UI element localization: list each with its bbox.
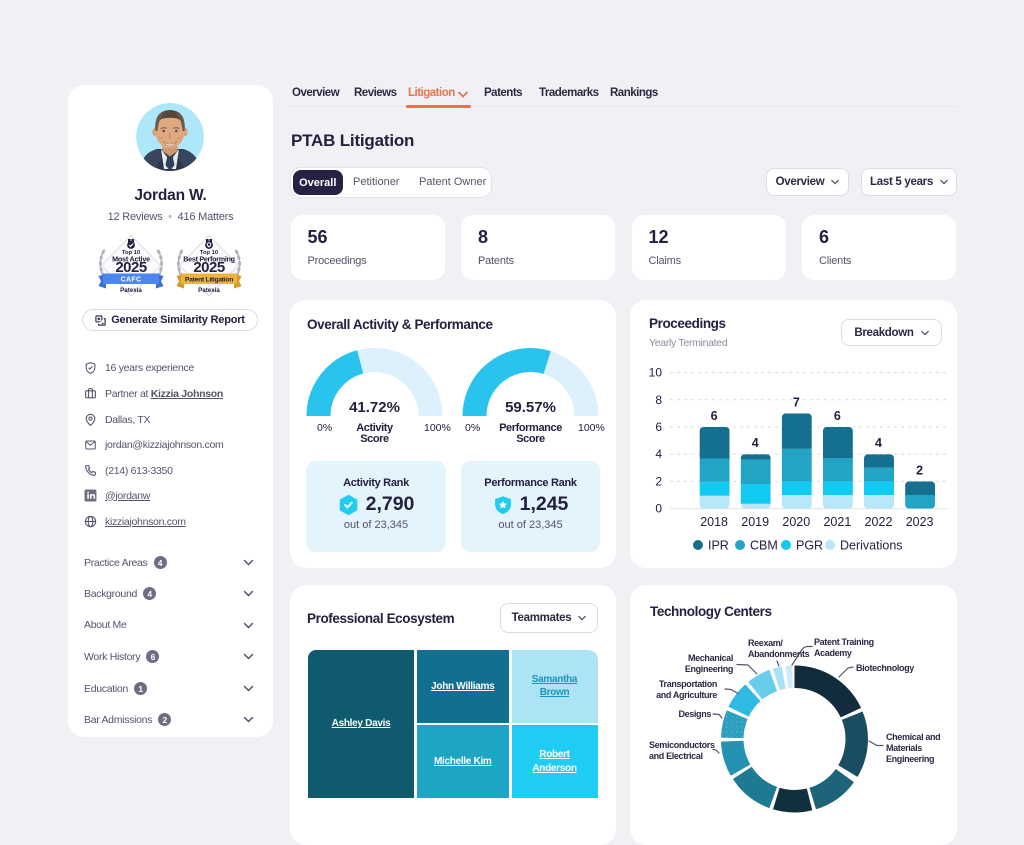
svg-text:Most Active: Most Active: [112, 254, 150, 263]
svg-text:Top 10: Top 10: [122, 250, 140, 256]
svg-text:2019: 2019: [741, 515, 769, 529]
svg-text:Derivations: Derivations: [840, 539, 903, 553]
svg-text:2020: 2020: [782, 515, 810, 529]
svg-text:2021: 2021: [823, 515, 851, 529]
svg-text:6: 6: [711, 409, 718, 423]
svg-text:2025: 2025: [193, 259, 225, 276]
svg-text:Top 10: Top 10: [200, 250, 218, 256]
svg-text:2: 2: [655, 474, 662, 488]
svg-text:Patexia: Patexia: [120, 287, 142, 294]
svg-text:Patexia: Patexia: [198, 287, 220, 294]
svg-text:6: 6: [834, 409, 841, 423]
svg-text:4: 4: [655, 447, 662, 461]
svg-text:2022: 2022: [865, 515, 893, 529]
svg-text:PGR: PGR: [796, 539, 823, 553]
svg-text:4: 4: [752, 436, 759, 450]
svg-text:2025: 2025: [115, 259, 147, 276]
svg-text:2018: 2018: [700, 515, 728, 529]
svg-text:CAFC: CAFC: [121, 276, 142, 283]
svg-text:2: 2: [916, 463, 923, 477]
svg-text:7: 7: [793, 395, 800, 409]
svg-text:4: 4: [875, 436, 882, 450]
svg-text:8: 8: [655, 393, 662, 407]
svg-text:2023: 2023: [906, 515, 934, 529]
svg-text:10: 10: [649, 366, 663, 380]
svg-text:Patent Litigation: Patent Litigation: [185, 276, 233, 283]
svg-text:Best Performing: Best Performing: [183, 254, 234, 263]
svg-text:0: 0: [655, 502, 662, 516]
svg-text:6: 6: [655, 420, 662, 434]
svg-text:CBM: CBM: [750, 539, 778, 553]
svg-text:IPR: IPR: [708, 539, 729, 553]
